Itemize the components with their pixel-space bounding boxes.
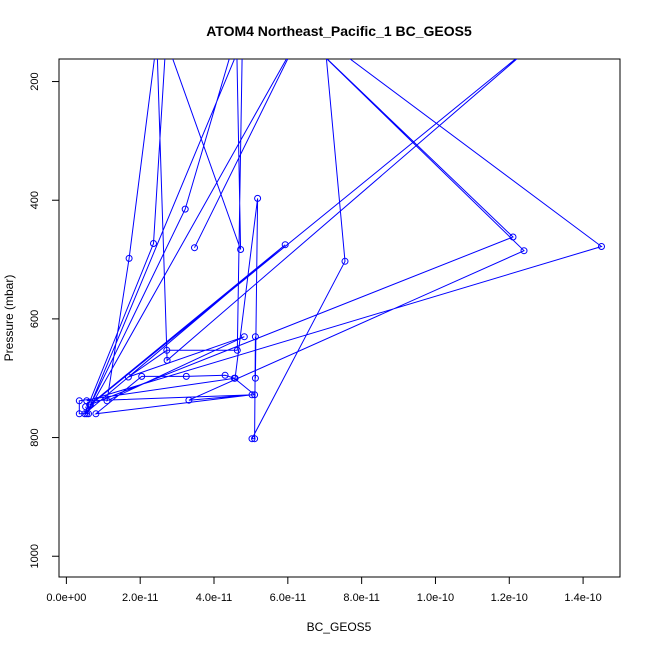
data-point (251, 391, 259, 399)
data-point (237, 246, 245, 253)
data-point (185, 396, 193, 404)
y-axis-label: Pressure (mbar) (2, 275, 16, 362)
data-point (82, 403, 90, 411)
data-point (248, 391, 256, 399)
x-tick-label: 6.0e-11 (270, 592, 307, 604)
data-point (75, 397, 83, 405)
data-point (163, 356, 171, 364)
data-point (341, 257, 349, 265)
data-point (125, 254, 133, 262)
y-axis: 200 400 600 800 1000 (29, 72, 60, 568)
y-tick-label: 1000 (29, 544, 41, 568)
x-tick-label: 2.0e-11 (122, 592, 159, 604)
data-point (85, 410, 92, 418)
data-point (520, 247, 528, 255)
y-tick-label: 200 (29, 72, 41, 90)
y-tick-label: 400 (29, 191, 41, 209)
data-point (150, 240, 157, 247)
data-point (163, 346, 171, 354)
data-point (92, 410, 100, 418)
x-tick-label: 4.0e-11 (196, 592, 233, 604)
x-axis-label: BC_GEOS5 (307, 620, 372, 634)
data-point (182, 372, 190, 380)
x-tick-label: 0.0e+00 (46, 592, 86, 604)
data-point (138, 372, 146, 380)
data-point (281, 241, 289, 249)
data-point (233, 346, 241, 354)
x-tick-label: 1.4e-10 (564, 592, 601, 604)
series-layer (75, 59, 605, 443)
data-point (251, 374, 259, 382)
y-tick-label: 800 (29, 428, 41, 446)
data-point (251, 435, 259, 443)
data-point (191, 244, 198, 252)
data-point (231, 374, 239, 382)
plot-area (58, 58, 621, 578)
data-point (254, 194, 262, 202)
x-tick-label: 8.0e-11 (343, 592, 380, 604)
data-point (251, 333, 259, 341)
chart-title: ATOM4 Northeast_Pacific_1 BC_GEOS5 (206, 23, 472, 39)
data-point (509, 233, 517, 241)
data-point (598, 243, 605, 250)
x-tick-label: 1.2e-10 (491, 592, 528, 604)
x-axis: 0.0e+00 2.0e-11 4.0e-11 6.0e-11 8.0e-11 1.0e-… (46, 576, 602, 604)
data-point (124, 373, 132, 381)
x-tick-label: 1.0e-10 (417, 592, 454, 604)
data-point (103, 397, 111, 405)
data-point (248, 435, 256, 443)
series-line (78, 59, 603, 440)
data-point (240, 333, 248, 341)
y-tick-label: 600 (29, 310, 41, 328)
data-point (181, 205, 189, 213)
data-point (75, 410, 83, 418)
data-point (221, 371, 229, 379)
